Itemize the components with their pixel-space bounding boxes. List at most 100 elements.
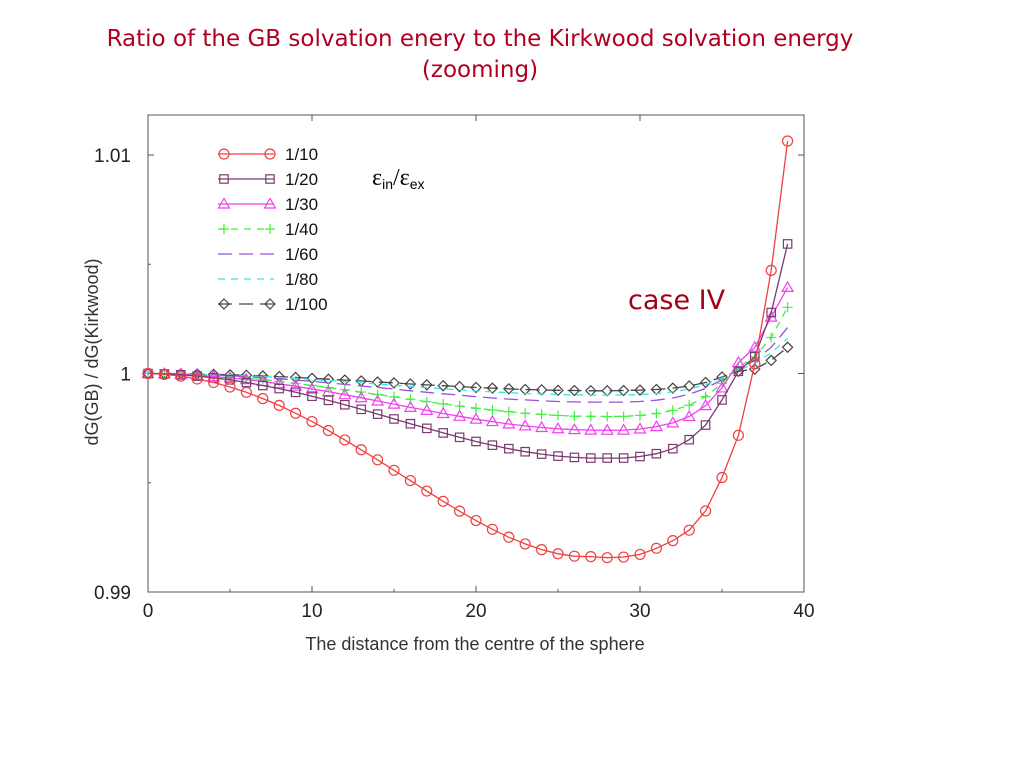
- data-point: [635, 410, 645, 421]
- data-point: [569, 411, 580, 422]
- data-point: [274, 383, 284, 394]
- legend-entry: 1/100: [218, 295, 328, 314]
- data-point: [453, 409, 467, 421]
- chart-series: [141, 135, 795, 564]
- data-point: [485, 414, 499, 427]
- data-point: [372, 409, 383, 419]
- data-point: [650, 542, 663, 554]
- legend-marker: [263, 197, 277, 209]
- legend-marker: [218, 298, 230, 310]
- data-point: [617, 423, 631, 435]
- data-point: [518, 419, 532, 431]
- data-point: [682, 409, 696, 422]
- data-point: [535, 384, 548, 396]
- legend-marker: [217, 197, 231, 209]
- data-point: [765, 264, 777, 276]
- legend-marker: [218, 148, 230, 160]
- data-point: [552, 548, 564, 560]
- data-point: [766, 332, 777, 343]
- data-point: [471, 436, 481, 447]
- data-point: [553, 451, 563, 461]
- legend-label: 1/40: [285, 220, 318, 239]
- series-line: [148, 346, 789, 392]
- data-point: [503, 406, 514, 417]
- legend-entry: 1/20: [218, 170, 318, 189]
- data-point: [307, 391, 317, 402]
- data-point: [634, 548, 646, 561]
- data-point: [356, 404, 366, 415]
- data-point: [567, 422, 581, 435]
- data-point: [602, 411, 613, 422]
- data-point: [782, 302, 793, 313]
- data-point: [290, 407, 302, 419]
- data-point: [207, 369, 221, 382]
- x-tick-label: 10: [301, 601, 322, 622]
- data-point: [470, 514, 482, 527]
- x-tick-label: 20: [465, 601, 486, 622]
- data-point: [420, 379, 433, 391]
- data-point: [389, 391, 399, 402]
- data-point: [502, 382, 515, 395]
- data-point: [372, 454, 384, 466]
- y-tick-label: 0.99: [94, 583, 131, 604]
- data-point: [717, 395, 727, 405]
- data-point: [733, 366, 744, 377]
- data-point: [699, 376, 712, 389]
- data-point: [340, 399, 350, 410]
- data-point: [601, 384, 614, 397]
- series-line: [147, 306, 789, 418]
- series-1-over-80: [148, 338, 789, 396]
- data-point: [585, 453, 596, 463]
- data-point: [700, 420, 711, 430]
- data-point: [387, 397, 401, 409]
- data-point: [667, 443, 678, 454]
- data-point: [535, 544, 548, 556]
- data-point: [486, 382, 499, 394]
- data-point: [600, 423, 614, 435]
- data-point: [569, 452, 580, 463]
- series-line: [148, 338, 789, 396]
- data-point: [553, 410, 563, 421]
- data-point: [224, 381, 236, 393]
- data-point: [208, 376, 220, 389]
- legend-entry: 1/60: [218, 245, 318, 264]
- data-point: [404, 378, 417, 390]
- data-point: [766, 307, 776, 318]
- data-point: [536, 409, 547, 420]
- data-point: [388, 464, 400, 476]
- data-point: [551, 422, 565, 434]
- data-point: [651, 448, 662, 459]
- data-point: [715, 381, 729, 393]
- legend-label: 1/100: [285, 295, 328, 314]
- data-point: [666, 382, 679, 394]
- data-point: [585, 411, 596, 422]
- data-point: [552, 384, 564, 397]
- data-point: [191, 373, 203, 385]
- data-point: [437, 379, 450, 392]
- slide-title-line2: (zooming): [421, 57, 539, 83]
- data-point: [584, 423, 598, 435]
- data-point: [635, 451, 645, 462]
- legend-marker: [265, 224, 275, 234]
- legend-label: 1/30: [285, 195, 318, 214]
- data-point: [667, 405, 678, 416]
- data-point: [781, 341, 794, 354]
- data-point: [618, 453, 629, 463]
- legend-entry: 1/30: [217, 195, 318, 214]
- data-point: [683, 524, 695, 536]
- data-point: [438, 428, 448, 438]
- legend-entry: 1/10: [218, 145, 318, 164]
- epsilon-ratio-annotation: εin/εex: [372, 165, 425, 192]
- data-point: [257, 393, 269, 405]
- legend-entry: 1/40: [218, 220, 318, 239]
- data-point: [716, 471, 728, 484]
- data-point: [469, 412, 483, 424]
- data-point: [684, 434, 694, 445]
- data-point: [535, 420, 549, 433]
- data-point: [471, 403, 481, 414]
- data-point: [781, 135, 794, 147]
- data-point: [519, 538, 531, 550]
- y-tick-label: 1: [120, 365, 131, 386]
- series-1-over-10: [142, 135, 794, 564]
